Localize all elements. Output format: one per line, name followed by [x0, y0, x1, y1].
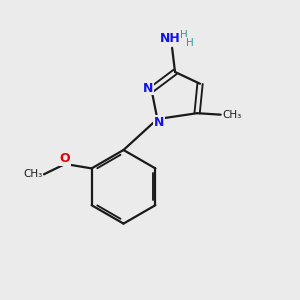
Text: H: H: [180, 31, 188, 40]
Text: NH: NH: [160, 32, 181, 46]
Text: N: N: [154, 116, 164, 128]
Text: CH₃: CH₃: [23, 169, 42, 179]
Text: N: N: [143, 82, 153, 95]
Text: O: O: [60, 152, 70, 165]
Text: H: H: [186, 38, 194, 47]
Text: CH₃: CH₃: [222, 110, 242, 120]
